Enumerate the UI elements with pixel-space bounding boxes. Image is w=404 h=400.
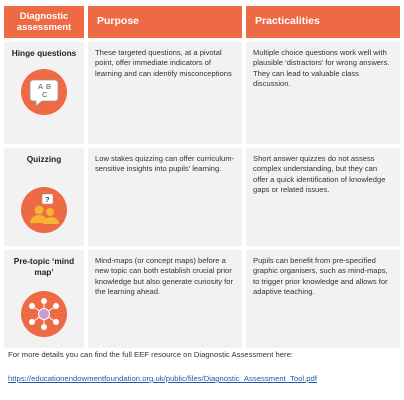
table-row-mind-map: Pre-topic ‘mind map’: [4, 250, 400, 348]
table-row-quizzing: Quizzing ? Low stakes quizzing can offer…: [4, 148, 400, 246]
row-title-cell: Pre-topic ‘mind map’: [4, 250, 84, 348]
header-diagnostic-assessment: Diagnostic assessment: [4, 6, 84, 38]
mind-map-icon: [21, 291, 67, 337]
footer-text: For more details you can find the full E…: [8, 350, 293, 359]
table-header-row: Diagnostic assessment Purpose Practicali…: [4, 6, 400, 38]
svg-text:C: C: [42, 90, 48, 99]
row-title: Quizzing: [26, 154, 62, 164]
row-title: Pre-topic ‘mind map’: [13, 256, 75, 277]
svg-text:B: B: [46, 82, 51, 91]
quiz-people-icon: ?: [21, 186, 67, 233]
abc-choice-icon: A B C: [21, 68, 67, 115]
table-row-hinge-questions: Hinge questions A B C These targeted que…: [4, 42, 400, 144]
row-title-cell: Hinge questions A B C: [4, 42, 84, 144]
practicalities-cell: Pupils can benefit from pre-specified gr…: [246, 250, 400, 348]
row-title-cell: Quizzing ?: [4, 148, 84, 246]
header-practicalities: Practicalities: [246, 6, 400, 38]
diagnostic-assessment-table: Diagnostic assessment Purpose Practicali…: [4, 6, 400, 352]
practicalities-cell: Short answer quizzes do not assess compl…: [246, 148, 400, 246]
svg-text:?: ?: [45, 195, 50, 204]
practicalities-cell: Multiple choice questions work well with…: [246, 42, 400, 144]
row-title: Hinge questions: [11, 48, 77, 58]
purpose-cell: Low stakes quizzing can offer curriculum…: [88, 148, 242, 246]
eef-resource-link[interactable]: https://educationendowmentfoundation.org…: [8, 374, 317, 383]
purpose-cell: Mind-maps (or concept maps) before a new…: [88, 250, 242, 348]
svg-text:A: A: [38, 82, 43, 91]
purpose-cell: These targeted questions, at a pivotal p…: [88, 42, 242, 144]
header-purpose: Purpose: [88, 6, 242, 38]
